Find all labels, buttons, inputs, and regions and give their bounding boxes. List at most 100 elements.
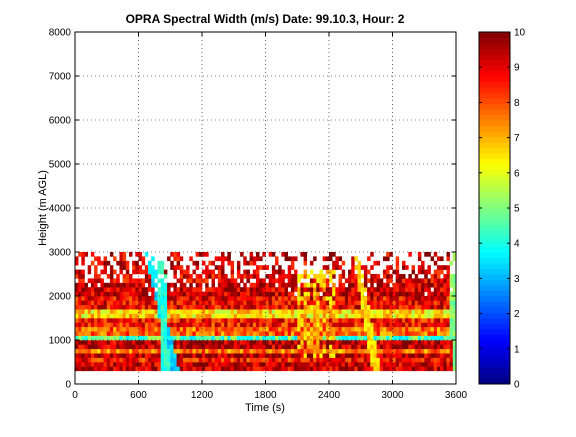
heatmap-cell [373, 313, 377, 319]
heatmap-cell [214, 291, 219, 297]
heatmap-cell [436, 366, 441, 372]
heatmap-cell [255, 296, 260, 301]
heatmap-cell [290, 340, 295, 345]
heatmap-cell [249, 304, 254, 310]
heatmap-cell [436, 265, 441, 270]
heatmap-cell [278, 309, 282, 314]
heatmap-cell [316, 287, 320, 292]
heatmap-cell [148, 326, 152, 332]
heatmap-cell [259, 348, 263, 354]
heatmap-cell [179, 353, 184, 358]
heatmap-cell [351, 265, 355, 270]
heatmap-cell [332, 274, 336, 279]
heatmap-cell [227, 313, 231, 319]
heatmap-cell [414, 282, 419, 288]
heatmap-cell [278, 366, 282, 372]
heatmap-cell [240, 348, 244, 354]
heatmap-cell [179, 304, 184, 310]
heatmap-cell [128, 304, 133, 310]
heatmap-cell [252, 366, 257, 372]
heatmap-cell [443, 291, 447, 297]
heatmap-cell [236, 340, 241, 345]
heatmap-cell [417, 300, 422, 306]
heatmap-cell [284, 348, 289, 354]
heatmap-cell [240, 291, 244, 297]
heatmap-cell [433, 304, 438, 310]
heatmap-cell [97, 340, 101, 345]
heatmap-cell [81, 357, 85, 363]
heatmap-cell [287, 300, 292, 306]
heatmap-cell [427, 252, 431, 257]
heatmap-cell [322, 331, 327, 336]
heatmap-cell [176, 260, 181, 266]
heatmap-cell [78, 287, 82, 292]
heatmap-cell [243, 362, 247, 367]
heatmap-cell [109, 357, 114, 363]
heatmap-cell [319, 318, 323, 323]
heatmap-cell [309, 278, 314, 284]
heatmap-cell [287, 335, 292, 341]
heatmap-cell [81, 366, 85, 372]
heatmap-cell [351, 296, 355, 301]
heatmap-cell [271, 304, 276, 310]
heatmap-cell [306, 344, 311, 350]
heatmap-cell [132, 326, 136, 332]
heatmap-cell [452, 318, 457, 323]
heatmap-cell [122, 353, 127, 358]
heatmap-cell [154, 300, 158, 306]
heatmap-cell [335, 309, 339, 314]
heatmap-cell [75, 362, 79, 367]
heatmap-cell [287, 362, 292, 367]
heatmap-cell [214, 318, 219, 323]
heatmap-cell [151, 362, 155, 367]
heatmap-cell [405, 344, 409, 350]
heatmap-cell [255, 340, 260, 345]
heatmap-cell [195, 313, 200, 319]
heatmap-cell [395, 335, 400, 341]
heatmap-cell [376, 287, 381, 292]
heatmap-cell [430, 282, 435, 288]
x-tick-label: 3600 [445, 390, 468, 401]
heatmap-cell [357, 357, 362, 363]
heatmap-cell [433, 269, 438, 275]
heatmap-cell [443, 331, 447, 336]
heatmap-cell [287, 296, 292, 301]
heatmap-cell [271, 331, 276, 336]
heatmap-cell [109, 269, 114, 275]
heatmap-cell [141, 331, 146, 336]
heatmap-cell [341, 318, 346, 323]
heatmap-cell [300, 304, 304, 310]
heatmap-cell [386, 313, 390, 319]
heatmap-cell [284, 300, 289, 306]
colorbar-tick-label: 4 [514, 239, 520, 250]
heatmap-cell [148, 274, 152, 279]
heatmap-cell [167, 256, 171, 262]
heatmap-cell [443, 274, 447, 279]
heatmap-cell [398, 322, 403, 328]
heatmap-cell [405, 362, 409, 367]
heatmap-cell [386, 340, 390, 345]
heatmap-cell [135, 318, 139, 323]
heatmap-cell [170, 362, 174, 367]
heatmap-cell [230, 335, 235, 341]
heatmap-cell [103, 291, 108, 297]
heatmap-cell [186, 344, 190, 350]
heatmap-cell [106, 357, 111, 363]
heatmap-cell [176, 348, 181, 354]
heatmap-cell [208, 313, 212, 319]
heatmap-cell [182, 348, 187, 354]
heatmap-cell [198, 344, 203, 350]
heatmap-cell [386, 278, 390, 284]
heatmap-cell [281, 252, 285, 257]
heatmap-cell [268, 326, 273, 332]
heatmap-cell [160, 282, 165, 288]
heatmap-cell [87, 331, 92, 336]
heatmap-cell [224, 331, 228, 336]
heatmap-cell [290, 331, 295, 336]
heatmap-cell [335, 344, 339, 350]
heatmap-cell [306, 309, 311, 314]
heatmap-cell [163, 348, 168, 354]
heatmap-cell [138, 366, 142, 372]
heatmap-cell [360, 335, 365, 341]
heatmap-cell [186, 353, 190, 358]
